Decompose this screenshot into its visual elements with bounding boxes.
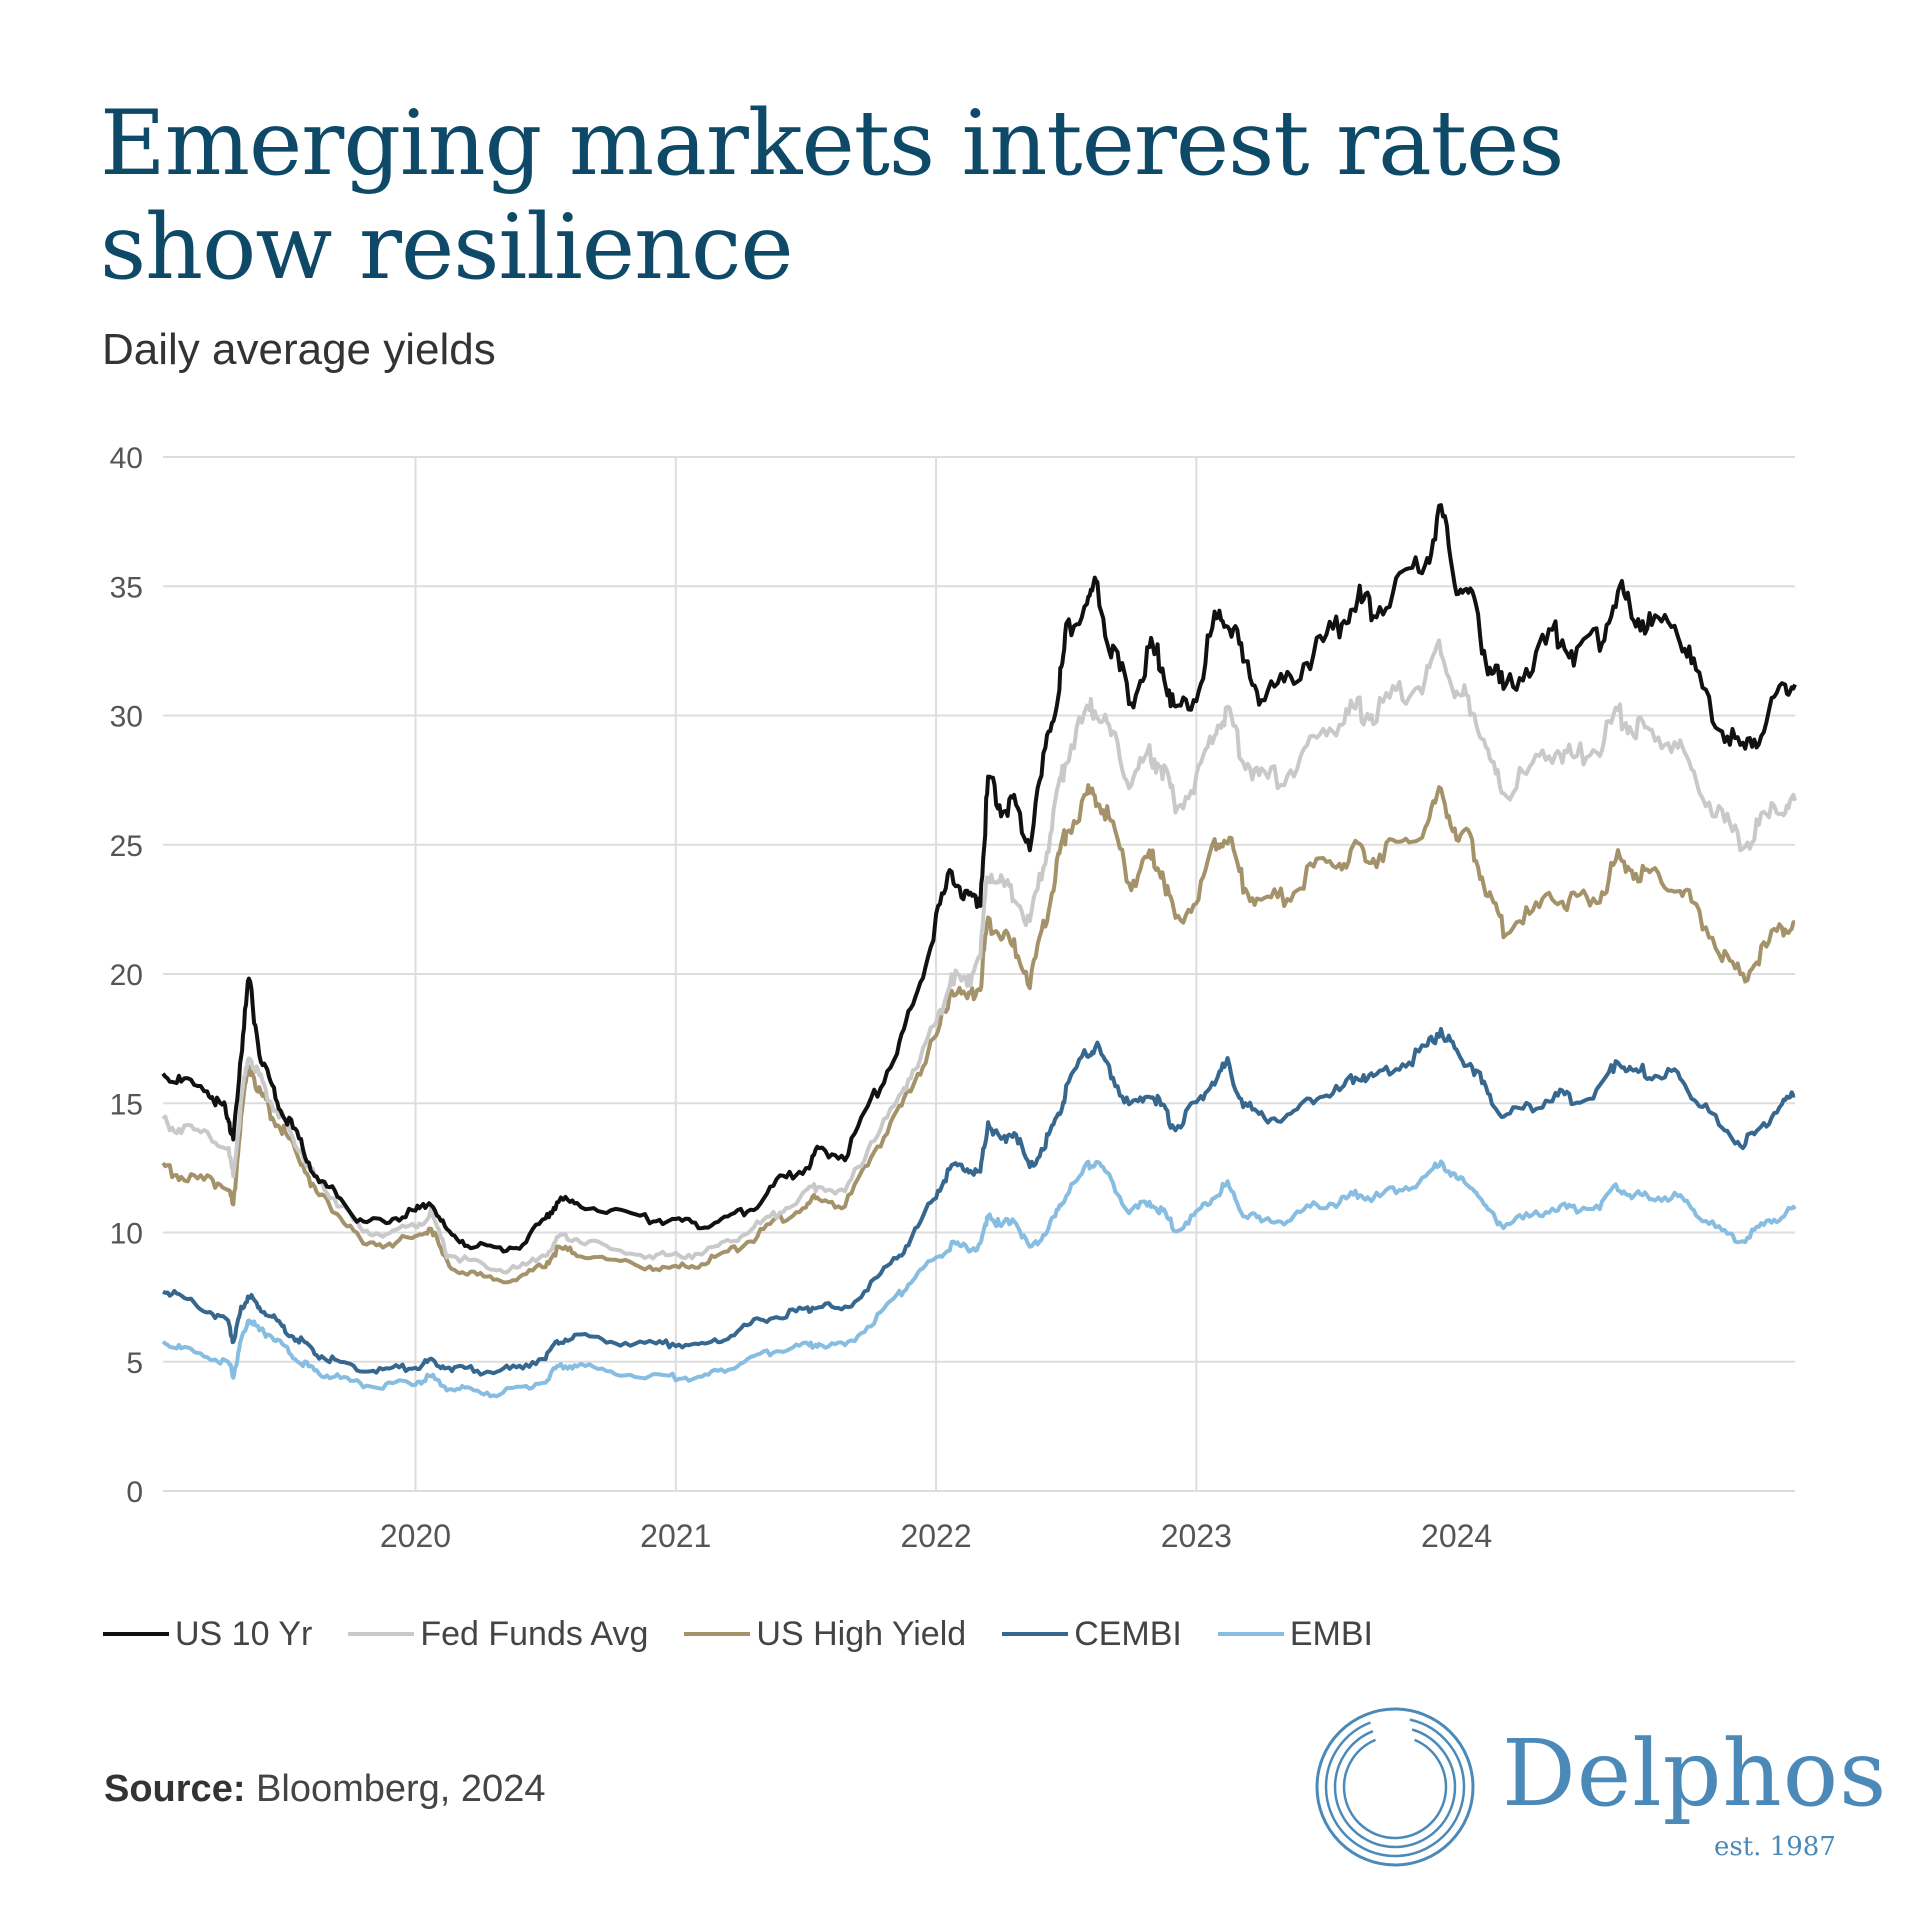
legend-label-embi: EMBI [1289, 1614, 1373, 1653]
source-note: Source: Bloomberg, 2024 [104, 1768, 545, 1811]
logo-tagline: est. 1987 [1714, 1832, 1836, 1862]
x-axis-ticks: 2020 2021 2022 2023 2024 [380, 1518, 1492, 1554]
legend-label-us10: US 10 Yr [175, 1614, 313, 1653]
chart-title: Emerging markets interest rates show res… [100, 92, 1800, 300]
legend-swatch-hy [684, 1632, 751, 1636]
legend-item-us10[interactable]: US 10 Yr [103, 1615, 312, 1654]
y-tick-label-10: 10 [110, 1218, 143, 1251]
series-line-us10 [161, 503, 1797, 1254]
legend-item-cembi[interactable]: CEMBI [1002, 1615, 1182, 1654]
y-tick-label-25: 25 [110, 830, 143, 863]
y-tick-label-20: 20 [110, 959, 143, 992]
series-line-hy [161, 783, 1796, 1285]
legend-swatch-us10 [103, 1632, 169, 1636]
delphos-logo: Delphos est. 1987 [1310, 1702, 1886, 1872]
chart-title-line2: show resilience [100, 195, 794, 300]
y-tick-label-5: 5 [126, 1347, 143, 1380]
y-tick-label-30: 30 [110, 701, 143, 734]
line-chart: 0 5 10 15 20 25 30 35 40 2020 2021 2022 2023 2024 [110, 442, 1797, 1554]
legend-label-cembi: CEMBI [1074, 1614, 1182, 1653]
y-tick-label-0: 0 [126, 1476, 143, 1509]
y-tick-label-15: 15 [110, 1088, 143, 1121]
x-tick-label-2022: 2022 [900, 1518, 971, 1554]
y-axis-ticks: 0 5 10 15 20 25 30 35 40 [110, 442, 143, 1509]
y-tick-label-35: 35 [110, 571, 143, 604]
series-line-embi [161, 1159, 1797, 1399]
legend-swatch-fed [348, 1632, 415, 1636]
y-tick-label-40: 40 [110, 442, 143, 475]
legend-item-fed[interactable]: Fed Funds Avg [348, 1615, 648, 1654]
chart-subtitle: Daily average yields [102, 325, 496, 374]
legend-item-embi[interactable]: EMBI [1217, 1614, 1373, 1654]
series-line-fed [161, 638, 1797, 1275]
legend: US 10 Yr Fed Funds Avg US High Yield CEM… [103, 1612, 1409, 1656]
source-text: Bloomberg, 2024 [245, 1768, 546, 1810]
chart-title-line1: Emerging markets interest rates [100, 91, 1564, 196]
legend-item-hy[interactable]: US High Yield [684, 1615, 966, 1654]
legend-swatch-embi [1217, 1632, 1284, 1636]
delphos-rings-icon [1315, 1707, 1475, 1867]
x-tick-label-2020: 2020 [380, 1518, 451, 1554]
source-label: Source: [104, 1768, 246, 1810]
grid [163, 456, 1795, 1492]
series-line-cembi [162, 1026, 1796, 1377]
x-tick-label-2024: 2024 [1421, 1518, 1492, 1554]
x-tick-label-2023: 2023 [1161, 1518, 1232, 1554]
legend-label-fed: Fed Funds Avg [420, 1614, 649, 1653]
x-tick-label-2021: 2021 [640, 1518, 711, 1554]
legend-label-hy: US High Yield [756, 1614, 967, 1653]
series-lines [161, 503, 1797, 1399]
legend-swatch-cembi [1002, 1632, 1069, 1636]
logo-wordmark: Delphos [1502, 1720, 1888, 1827]
